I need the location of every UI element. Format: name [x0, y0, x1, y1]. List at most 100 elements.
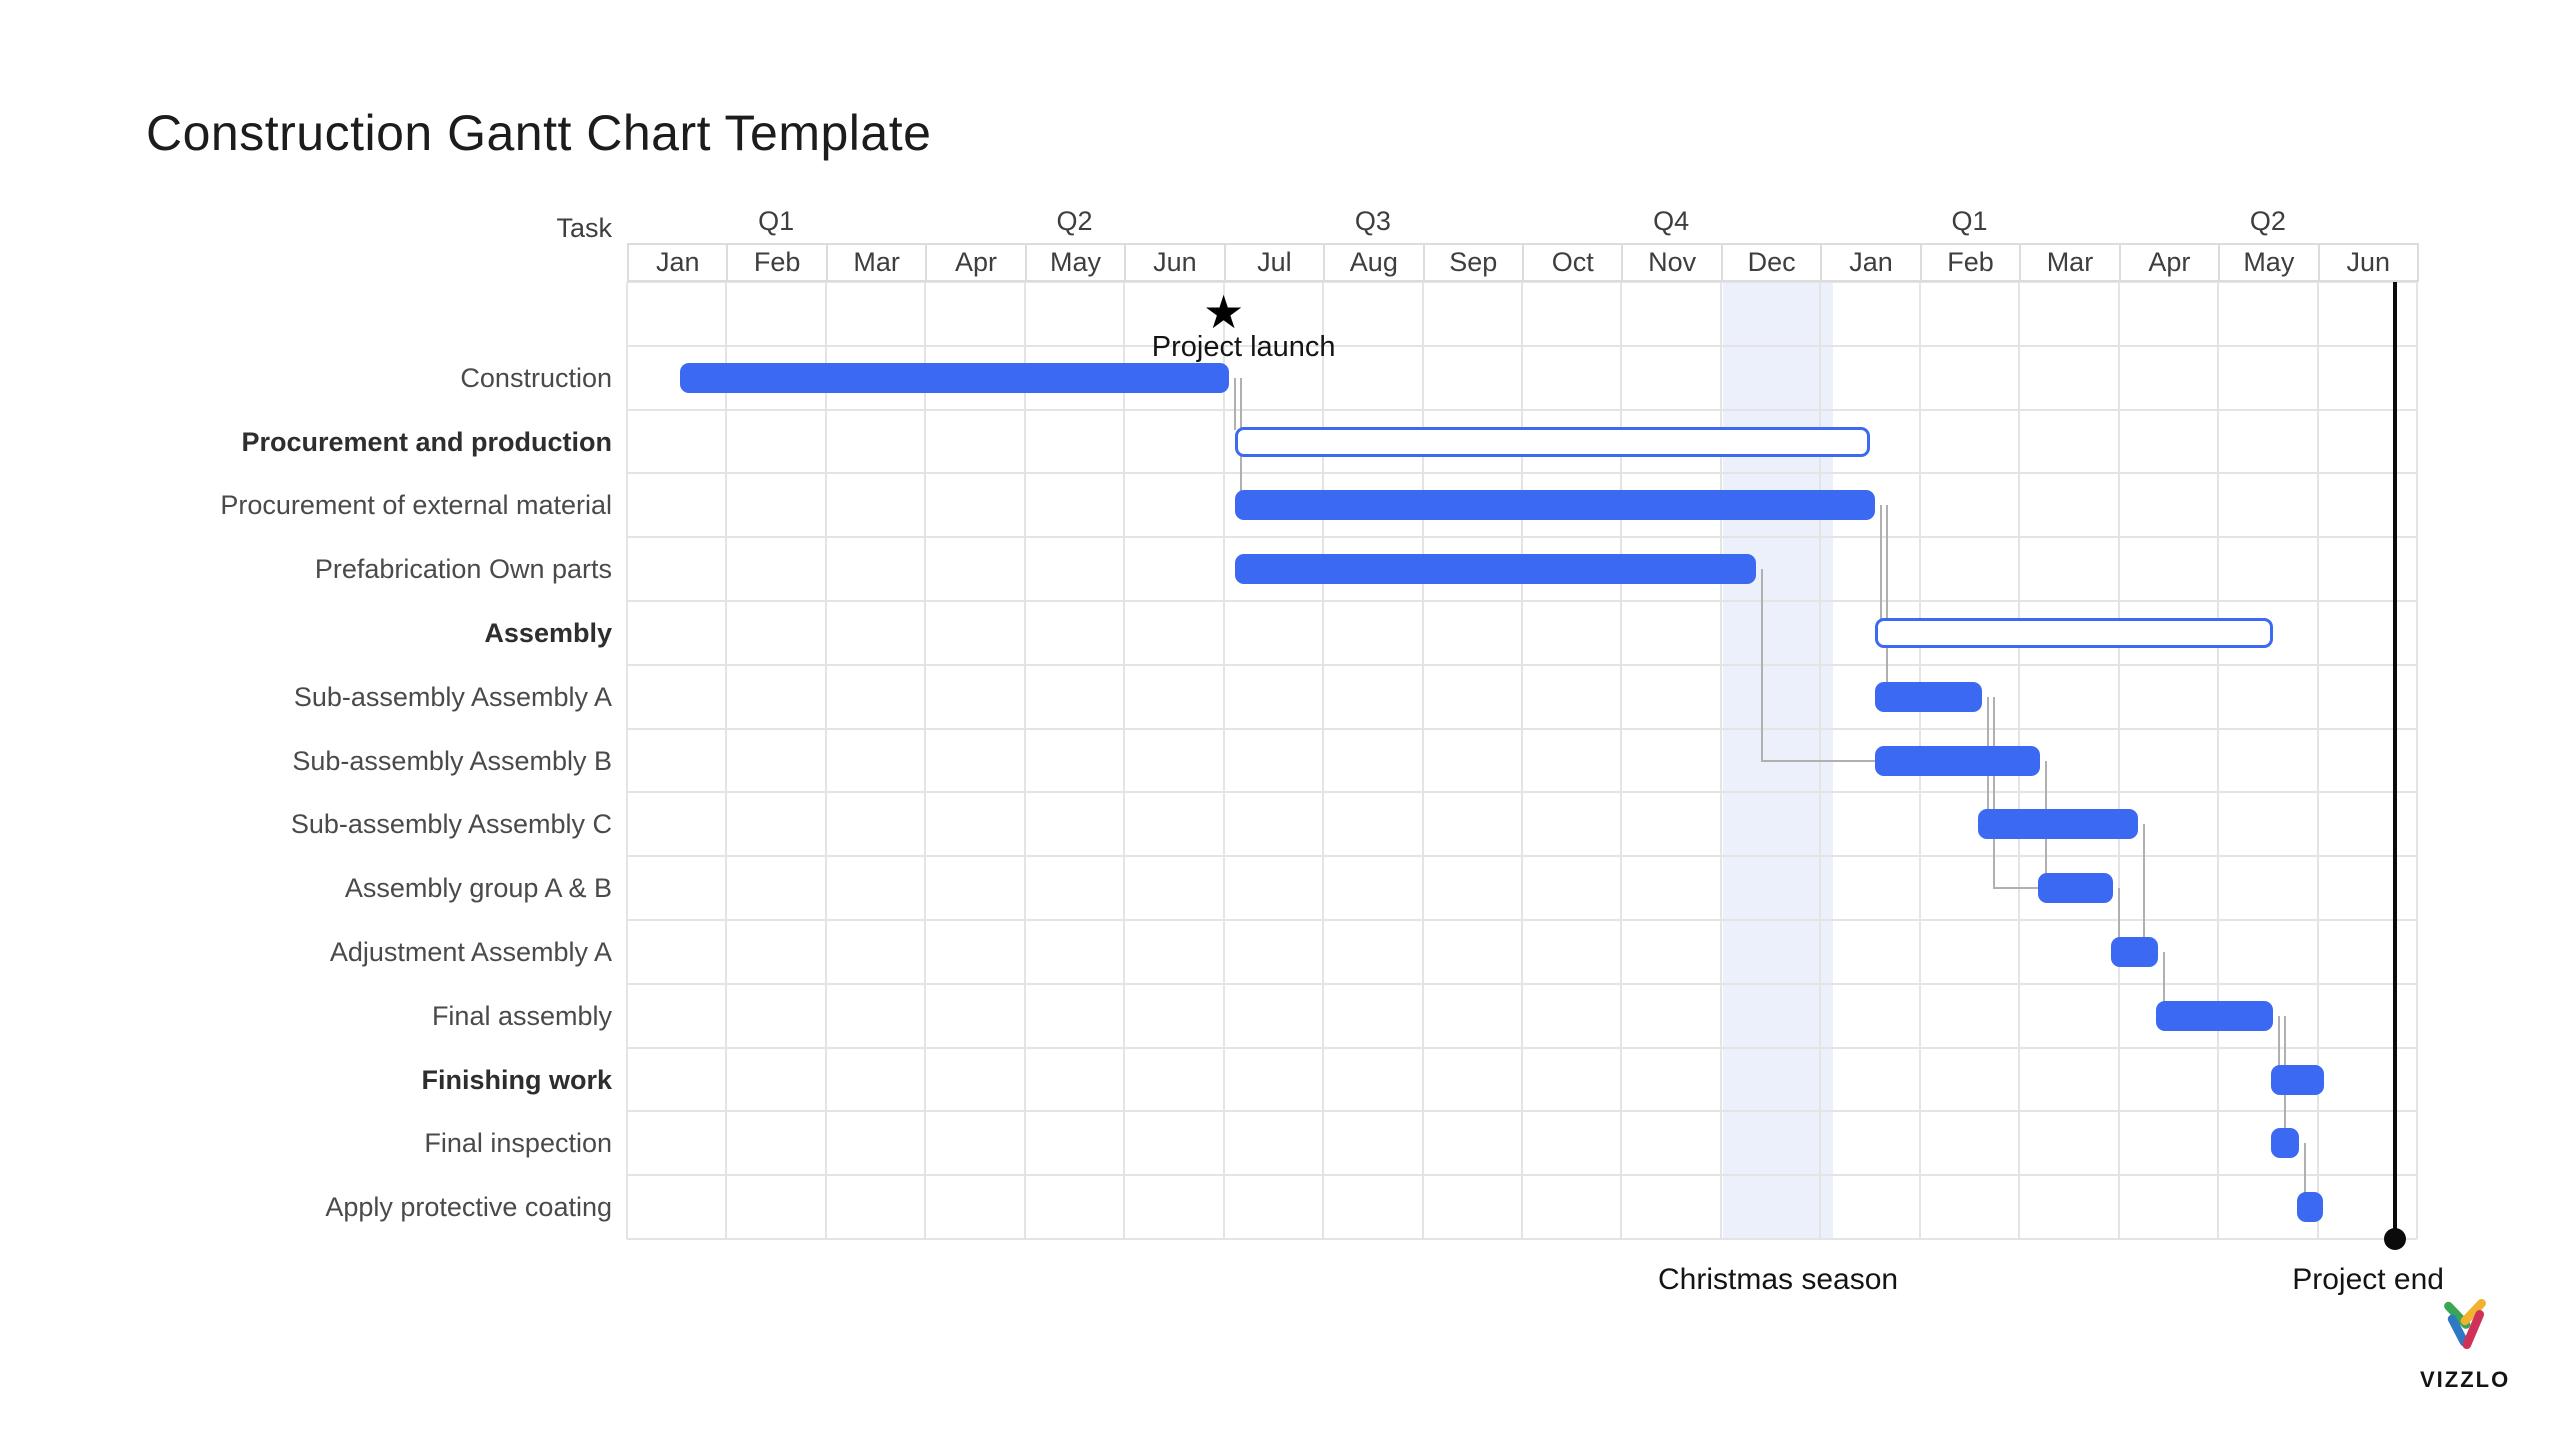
- quarter-label: Q2: [1056, 206, 1093, 236]
- grid-line-horizontal: [627, 344, 2417, 347]
- grid-line-vertical: [626, 282, 628, 1239]
- gantt-bar[interactable]: [1978, 809, 2138, 840]
- gantt-bar[interactable]: [2270, 1064, 2324, 1095]
- vizzlo-logo[interactable]: VIZZLO: [2420, 1296, 2510, 1393]
- task-label: Construction: [460, 362, 612, 393]
- grid-line-vertical: [1620, 282, 1623, 1239]
- gantt-bar[interactable]: [1875, 745, 2041, 776]
- grid-line-vertical: [1719, 282, 1722, 1239]
- grid-line-vertical: [1421, 282, 1424, 1239]
- month-header-cell: Sep: [1422, 243, 1524, 282]
- task-label: Procurement and production: [241, 426, 612, 457]
- month-header-cell: Feb: [1919, 243, 2022, 282]
- dependency-connector: [2163, 951, 2166, 1005]
- gantt-bar[interactable]: [2270, 1128, 2299, 1159]
- grid-line-horizontal: [627, 281, 2417, 283]
- grid-line-vertical: [725, 282, 728, 1239]
- milestone-star-icon[interactable]: ★: [1203, 285, 1245, 338]
- grid-line-vertical: [2416, 282, 2418, 1239]
- gantt-bar[interactable]: [679, 362, 1229, 393]
- gantt-bar[interactable]: [1234, 426, 1871, 457]
- task-column-header: Task: [556, 213, 612, 243]
- grid-line-horizontal: [627, 408, 2417, 411]
- grid-line-horizontal: [627, 919, 2417, 921]
- gantt-bar[interactable]: [2110, 936, 2159, 967]
- month-header-cell: May: [1024, 243, 1127, 282]
- milestone-label: Project launch: [1151, 330, 1336, 363]
- month-header-cell: Feb: [726, 243, 828, 282]
- dependency-connector: [2303, 1143, 2306, 1197]
- dependency-connector: [1233, 377, 1236, 431]
- dependency-connector: [2142, 824, 2145, 941]
- task-label: Sub-assembly Assembly A: [293, 681, 612, 712]
- quarter-label: Q4: [1653, 206, 1690, 236]
- month-header-cell: Jul: [1223, 243, 1326, 282]
- month-header-cell: Apr: [925, 243, 1027, 282]
- dependency-connector: [1993, 696, 1996, 889]
- grid-line-horizontal: [627, 663, 2417, 666]
- grid-line-vertical: [2117, 282, 2120, 1239]
- task-label: Assembly group A & B: [344, 873, 612, 904]
- gantt-bar[interactable]: [1234, 490, 1876, 521]
- christmas-season-label: Christmas season: [1658, 1263, 1899, 1296]
- grid-line-vertical: [1023, 282, 1026, 1239]
- dependency-connector: [1880, 505, 1883, 622]
- month-header-cell: Apr: [2118, 243, 2221, 282]
- gantt-bar[interactable]: [2156, 1000, 2273, 1031]
- grid-line-horizontal: [627, 1174, 2417, 1177]
- month-header-cell: Jun: [1124, 243, 1226, 282]
- month-header-cell: Jan: [627, 243, 729, 282]
- grid-line-horizontal: [627, 855, 2417, 858]
- month-header-cell: Jun: [2317, 243, 2419, 282]
- dependency-connector: [1886, 505, 1889, 686]
- month-header-cell: Oct: [1522, 243, 1624, 282]
- grid-line-horizontal: [627, 982, 2417, 985]
- quarter-label: Q2: [2249, 206, 2286, 236]
- project-end-label: Project end: [2292, 1263, 2444, 1296]
- gantt-bar[interactable]: [2038, 873, 2113, 904]
- grid-line-horizontal: [627, 1238, 2417, 1240]
- month-header-cell: May: [2218, 243, 2320, 282]
- task-label: Procurement of external material: [220, 490, 612, 521]
- grid-line-vertical: [824, 282, 827, 1239]
- grid-line-vertical: [1222, 282, 1225, 1239]
- month-header-cell: Jan: [1820, 243, 1922, 282]
- grid-line-vertical: [1521, 282, 1523, 1239]
- dependency-connector: [1993, 887, 2039, 890]
- task-label: Final inspection: [424, 1128, 612, 1159]
- task-label: Adjustment Assembly A: [329, 936, 612, 967]
- grid-line-horizontal: [627, 1046, 2417, 1049]
- dependency-connector: [1760, 569, 1763, 761]
- quarter-label: Q1: [1951, 206, 1988, 236]
- vizzlo-logo-icon: [2444, 1298, 2486, 1350]
- task-label: Final assembly: [431, 1000, 612, 1031]
- grid-line-horizontal: [627, 1110, 2417, 1113]
- grid-line-horizontal: [627, 600, 2417, 602]
- gantt-bar[interactable]: [1875, 617, 2273, 648]
- dependency-connector: [2117, 888, 2120, 941]
- task-label: Sub-assembly Assembly B: [292, 745, 612, 776]
- task-label: Assembly: [484, 617, 612, 648]
- grid-line-horizontal: [627, 536, 2417, 539]
- month-header-cell: Nov: [1621, 243, 1723, 282]
- task-label: Sub-assembly Assembly C: [290, 809, 612, 840]
- gantt-bar[interactable]: [1234, 554, 1756, 585]
- task-label: Apply protective coating: [325, 1192, 612, 1223]
- grid-line-vertical: [1123, 282, 1126, 1239]
- gantt-bar[interactable]: [2296, 1192, 2323, 1223]
- dependency-connector: [2277, 1015, 2280, 1069]
- grid-line-vertical: [2316, 282, 2319, 1239]
- project-end-dot[interactable]: [2384, 1228, 2407, 1250]
- grid-line-horizontal: [627, 472, 2417, 475]
- month-header-cell: Dec: [1720, 243, 1823, 282]
- dependency-connector: [1760, 759, 1876, 762]
- month-header-cell: Aug: [1323, 243, 1425, 282]
- grid-line-horizontal: [627, 791, 2417, 794]
- task-label: Finishing work: [421, 1064, 612, 1095]
- grid-line-vertical: [1322, 282, 1325, 1239]
- chart-title: Construction Gantt Chart Template: [146, 105, 932, 161]
- month-header-cell: Mar: [2019, 243, 2121, 282]
- project-end-line: [2393, 282, 2398, 1239]
- gantt-bar[interactable]: [1875, 681, 1983, 712]
